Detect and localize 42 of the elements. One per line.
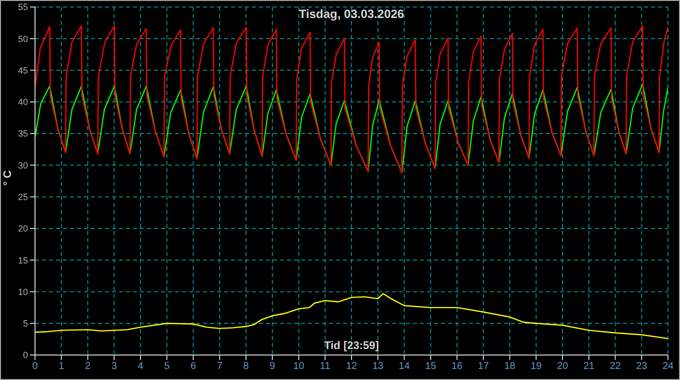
x-tick-label: 12 [346, 361, 358, 372]
y-axis-title: ° C [2, 169, 14, 188]
x-tick-label: 11 [320, 361, 331, 372]
x-tick-label: 19 [530, 361, 542, 372]
x-tick-label: 17 [478, 361, 490, 372]
x-tick-label: 6 [190, 361, 196, 372]
y-tick-label: 30 [18, 160, 28, 170]
y-tick-label: 45 [18, 65, 28, 76]
x-axis-title: Tid [23:59] [323, 340, 380, 352]
y-tick-label: 20 [18, 224, 28, 234]
x-tick-label: 14 [398, 361, 410, 372]
y-tick-label: 10 [18, 286, 28, 297]
x-tick-label: 18 [504, 361, 516, 372]
x-tick-label: 1 [58, 361, 65, 372]
x-tick-label: 23 [636, 361, 648, 372]
y-tick-label: 50 [18, 34, 28, 44]
y-tick-label: 5 [22, 318, 28, 329]
x-tick-label: 0 [32, 361, 38, 372]
x-tick-label: 16 [451, 361, 463, 372]
x-tick-label: 21 [583, 361, 595, 372]
y-tick-label: 35 [18, 128, 28, 139]
x-tick-label: 22 [610, 361, 622, 372]
x-tick-label: 20 [556, 361, 568, 372]
x-tick-label: 5 [164, 361, 170, 372]
y-tick-label: 25 [18, 192, 28, 202]
x-tick-label: 24 [662, 361, 674, 372]
x-tick-label: 2 [84, 361, 91, 372]
line-series [35, 25, 668, 174]
y-tick-label: 0 [22, 350, 28, 360]
x-tick-label: 8 [243, 361, 250, 372]
line-series [35, 293, 668, 340]
x-tick-label: 9 [270, 361, 276, 372]
x-tick-label: 10 [293, 361, 305, 372]
y-tick-label: 55 [18, 2, 28, 12]
y-tick-label: 15 [18, 255, 28, 266]
chart-title: Tisdag, 03.03.2026 [298, 7, 406, 21]
x-tick-label: 15 [425, 361, 437, 372]
x-tick-label: 4 [138, 361, 144, 372]
y-tick-label: 40 [18, 97, 28, 108]
x-tick-label: 3 [111, 361, 118, 372]
x-tick-label: 13 [372, 361, 384, 372]
x-tick-label: 7 [216, 361, 223, 372]
